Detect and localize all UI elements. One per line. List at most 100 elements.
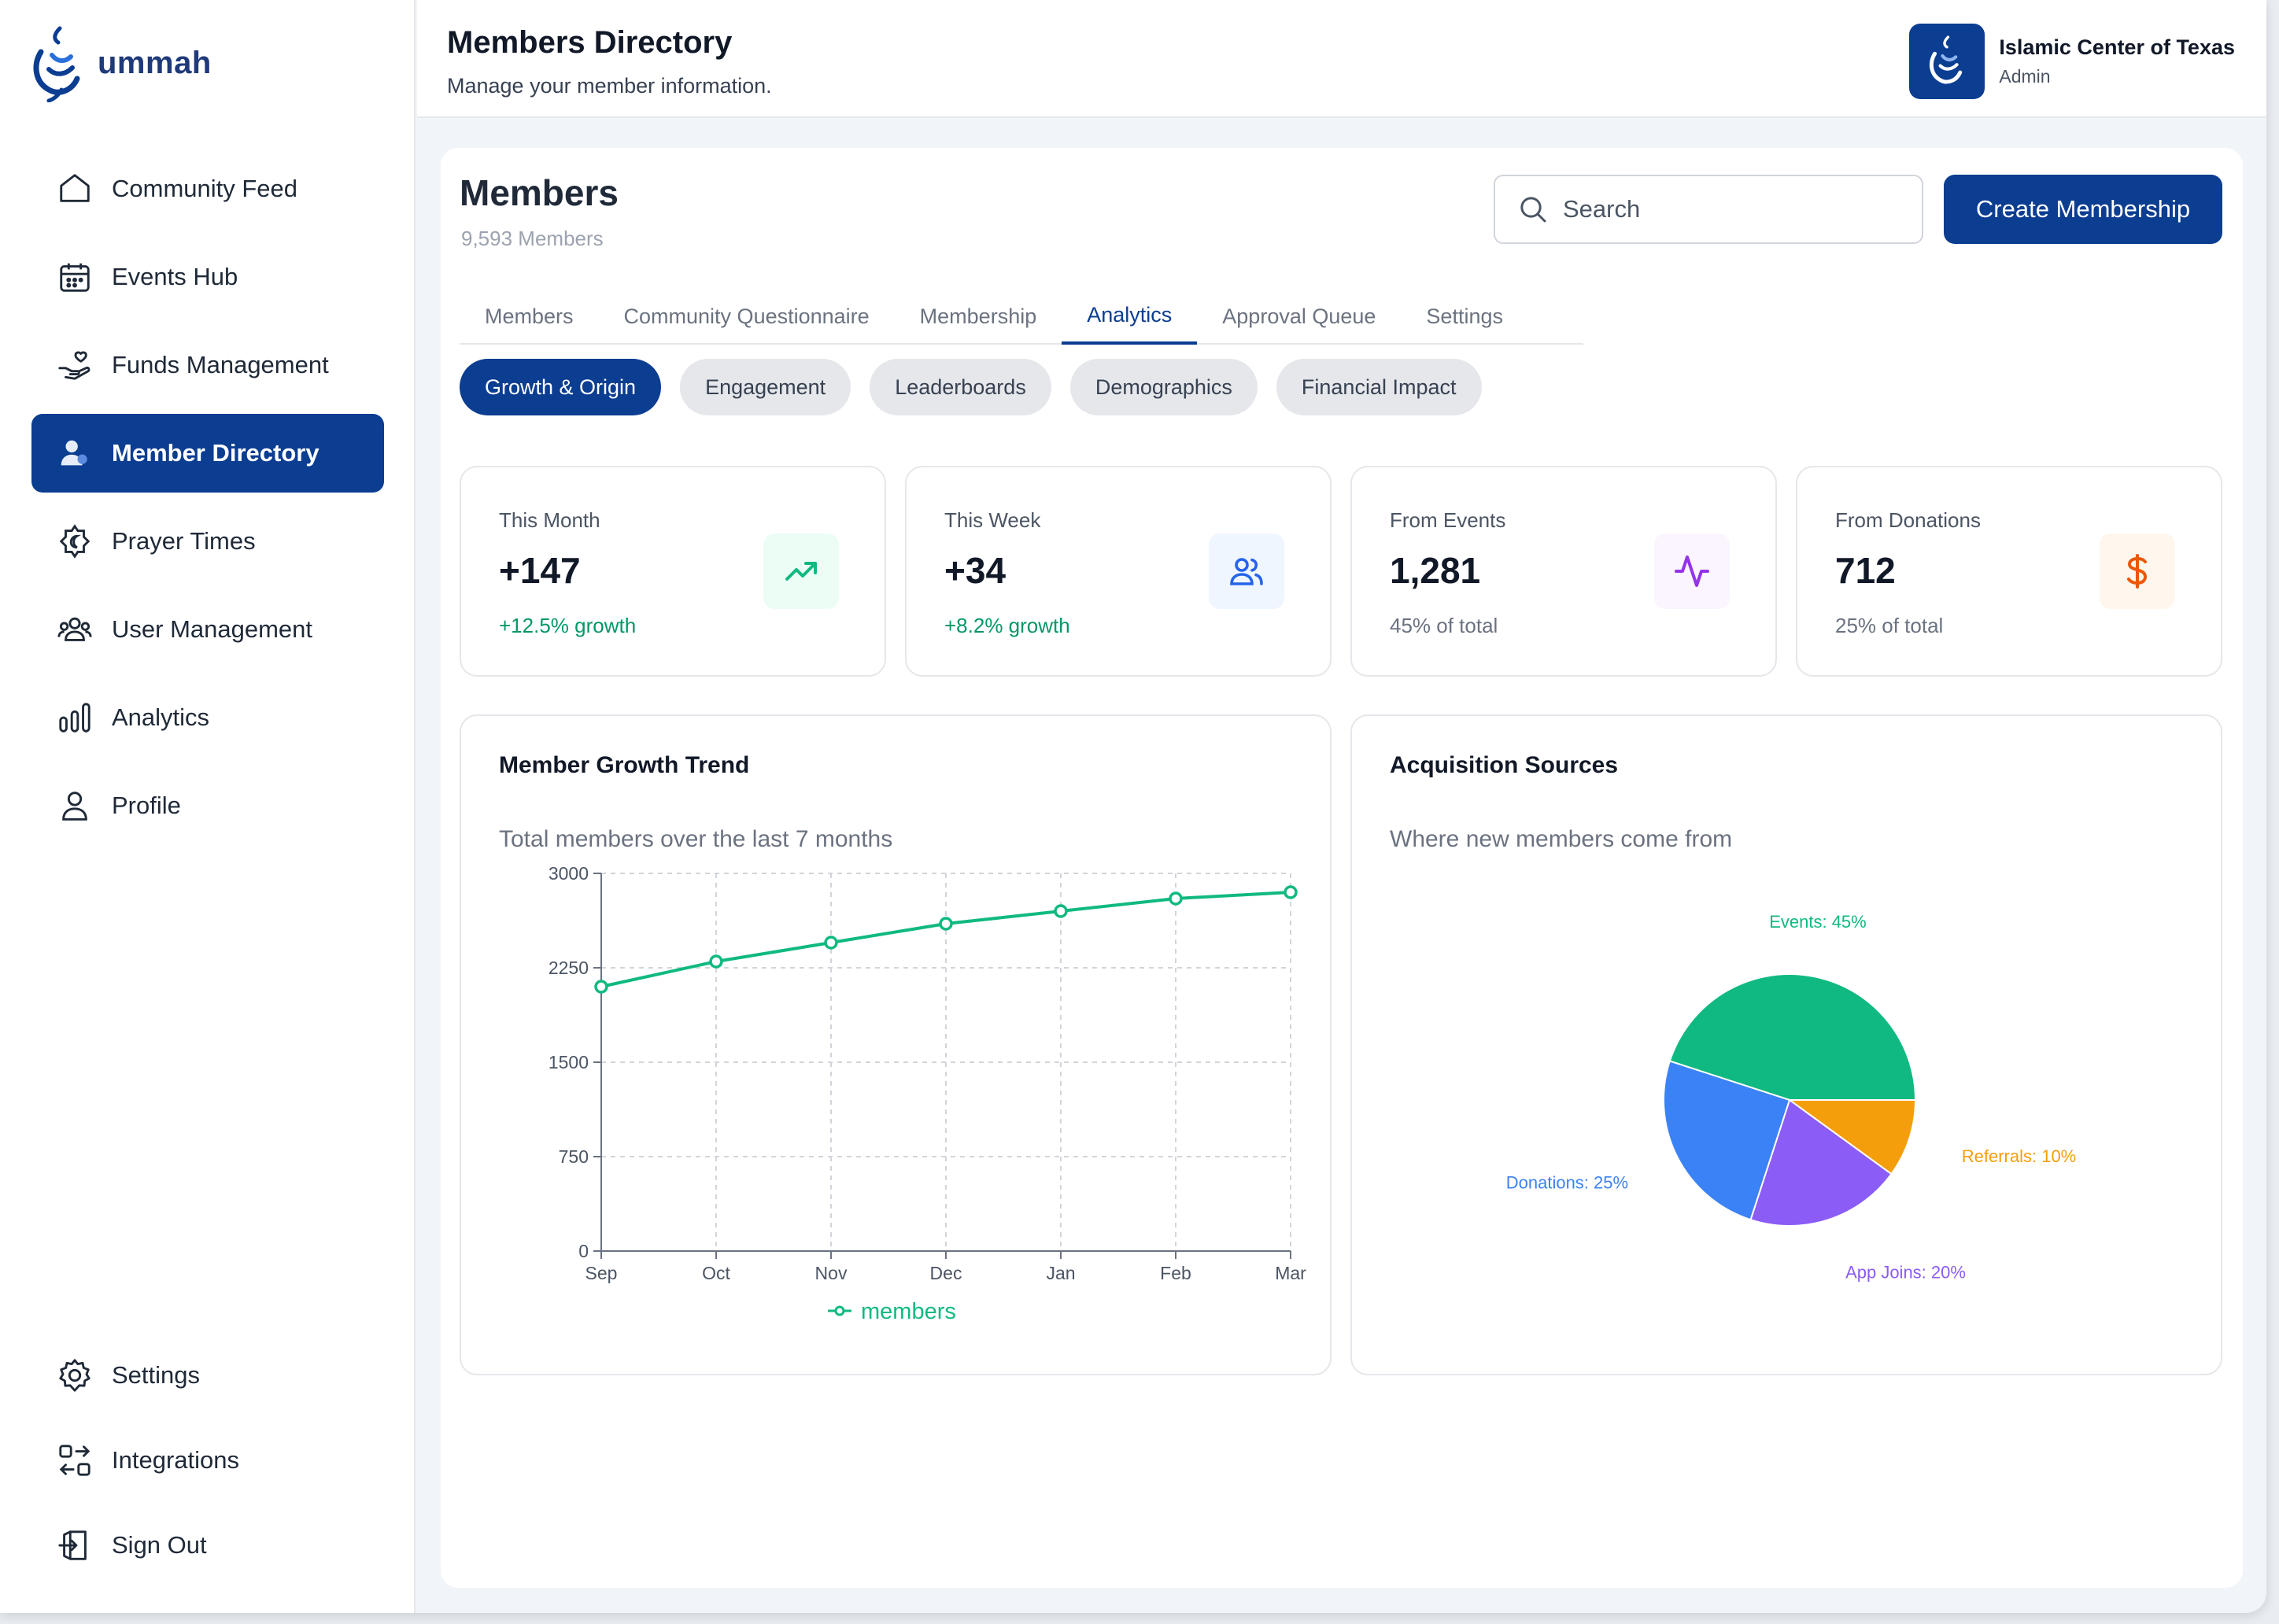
users-icon xyxy=(57,617,92,641)
nav-label: Community Feed xyxy=(112,175,298,202)
main-nav: Community Feed Events Hub Funds Manageme… xyxy=(31,149,384,854)
stat-label: From Events xyxy=(1390,508,1506,532)
stat-icon-box xyxy=(1654,533,1730,609)
tab-membership[interactable]: Membership xyxy=(919,304,1037,328)
subtab-financial-impact[interactable]: Financial Impact xyxy=(1276,359,1482,415)
subtab-demographics[interactable]: Demographics xyxy=(1069,359,1258,415)
pie-chart: Events: 45% Referrals: 10% App Joins: 20% D… xyxy=(1506,912,2077,1283)
data-point[interactable] xyxy=(1284,885,1298,899)
sign-out-icon xyxy=(58,1530,87,1560)
stat-sub: +12.5% growth xyxy=(499,614,637,637)
data-point[interactable] xyxy=(1169,891,1183,906)
stat-card-this-month: This Month +147 +12.5% growth xyxy=(460,466,886,677)
nav-item-member-directory[interactable]: Member Directory xyxy=(31,414,384,493)
bar-chart-icon xyxy=(59,703,90,733)
growth-chart-card: Member Growth Trend Total members over t… xyxy=(460,714,1332,1375)
sidebar: ummah Community Feed Events Hub Funds Ma… xyxy=(0,0,416,1613)
pie-slice[interactable] xyxy=(1786,1099,1917,1176)
integrations-icon xyxy=(59,1445,90,1476)
data-point[interactable] xyxy=(1054,904,1068,918)
org-logo-icon xyxy=(1930,35,1963,84)
pie-label: Referrals: 10% xyxy=(1962,1146,2077,1166)
stat-value: +147 xyxy=(499,550,581,591)
nav-item-analytics[interactable]: Analytics xyxy=(31,678,384,757)
org-info: Islamic Center of Texas Admin xyxy=(1999,35,2235,87)
x-tick-label: Nov xyxy=(815,1263,848,1283)
stat-icon-box xyxy=(763,533,839,609)
person-icon xyxy=(62,792,87,821)
nav-item-prayer-times[interactable]: Prayer Times xyxy=(31,502,384,581)
data-point[interactable] xyxy=(709,954,723,969)
search-input[interactable]: Search xyxy=(1494,175,1923,244)
x-tick-label: Feb xyxy=(1160,1263,1191,1283)
stat-sub: 45% of total xyxy=(1390,614,1498,637)
tab-approval-queue[interactable]: Approval Queue xyxy=(1222,304,1376,328)
page-title: Members Directory xyxy=(447,25,733,60)
sources-chart-card: Acquisition Sources Where new members co… xyxy=(1350,714,2222,1375)
section-title: Members xyxy=(460,172,619,213)
subtab-leaderboards[interactable]: Leaderboards xyxy=(870,359,1051,415)
gear-icon xyxy=(59,1359,90,1392)
pie-slice[interactable] xyxy=(1668,973,1917,1101)
analytics-subtabs: Growth & Origin Engagement Leaderboards … xyxy=(460,359,1482,415)
subtab-growth-origin[interactable]: Growth & Origin xyxy=(460,359,662,415)
tab-community-questionnaire[interactable]: Community Questionnaire xyxy=(623,304,870,328)
nav-item-community-feed[interactable]: Community Feed xyxy=(31,149,384,228)
stat-value: 1,281 xyxy=(1390,550,1481,591)
nav-item-integrations[interactable]: Integrations xyxy=(31,1423,384,1498)
data-point[interactable] xyxy=(939,917,953,931)
org-switcher[interactable]: Islamic Center of Texas Admin xyxy=(1909,24,2235,99)
tab-members[interactable]: Members xyxy=(485,304,574,328)
create-membership-button[interactable]: Create Membership xyxy=(1944,175,2222,244)
nav-label: Events Hub xyxy=(112,263,238,290)
y-tick-label: 750 xyxy=(559,1146,589,1167)
pie-slice[interactable] xyxy=(1663,1060,1791,1221)
nav-item-events-hub[interactable]: Events Hub xyxy=(31,238,384,316)
nav-item-funds-management[interactable]: Funds Management xyxy=(31,326,384,404)
members-count: 9,593 Members xyxy=(461,227,604,250)
nav-label: Integrations xyxy=(112,1446,239,1474)
stat-label: From Donations xyxy=(1835,508,1981,532)
nav-item-settings[interactable]: Settings xyxy=(31,1338,384,1413)
stat-value: +34 xyxy=(944,550,1007,591)
pie-label: Events: 45% xyxy=(1769,912,1867,932)
pie-label: App Joins: 20% xyxy=(1845,1263,1966,1283)
nav-label: User Management xyxy=(112,615,313,643)
org-role: Admin xyxy=(1999,66,2051,87)
org-logo xyxy=(1909,24,1985,99)
members-panel: Members 9,593 Members Search Create Memb… xyxy=(441,148,2243,1588)
ummah-logo-icon xyxy=(33,26,80,102)
nav-label: Funds Management xyxy=(112,351,329,378)
stat-label: This Month xyxy=(499,508,600,532)
data-point[interactable] xyxy=(594,980,608,994)
crescent-icon xyxy=(59,524,90,559)
brand-name: ummah xyxy=(98,45,212,80)
tab-analytics[interactable]: Analytics xyxy=(1062,288,1198,345)
card-subtitle: Where new members come from xyxy=(1390,826,1733,852)
data-point[interactable] xyxy=(824,936,838,950)
nav-item-profile[interactable]: Profile xyxy=(31,766,384,845)
home-icon xyxy=(60,174,90,202)
x-tick-label: Mar xyxy=(1275,1263,1306,1283)
card-title: Acquisition Sources xyxy=(1390,752,1619,778)
bottom-nav: Settings Integrations Sign Out xyxy=(31,1338,384,1593)
x-tick-label: Sep xyxy=(585,1263,618,1283)
legend-swatch-dot xyxy=(834,1305,845,1316)
legend-label: members xyxy=(861,1299,956,1324)
nav-item-user-management[interactable]: User Management xyxy=(31,590,384,669)
stat-sub: 25% of total xyxy=(1835,614,1944,637)
x-tick-label: Dec xyxy=(930,1263,962,1283)
x-tick-label: Oct xyxy=(702,1263,730,1283)
pie-slice[interactable] xyxy=(1749,1098,1893,1227)
line-chart: 0 750 1500 2250 3000 Sep Oct Nov Dec Jan Feb Mar mem… xyxy=(549,863,1306,1324)
nav-label: Prayer Times xyxy=(112,527,256,555)
stat-card-this-week: This Week +34 +8.2% growth xyxy=(905,466,1332,677)
pie-label: Donations: 25% xyxy=(1506,1172,1628,1192)
nav-item-sign-out[interactable]: Sign Out xyxy=(31,1508,384,1583)
brand-logo[interactable]: ummah xyxy=(30,24,212,102)
search-placeholder: Search xyxy=(1563,195,1641,223)
subtab-engagement[interactable]: Engagement xyxy=(680,359,851,415)
tab-settings[interactable]: Settings xyxy=(1426,304,1503,328)
y-tick-label: 1500 xyxy=(549,1052,589,1072)
